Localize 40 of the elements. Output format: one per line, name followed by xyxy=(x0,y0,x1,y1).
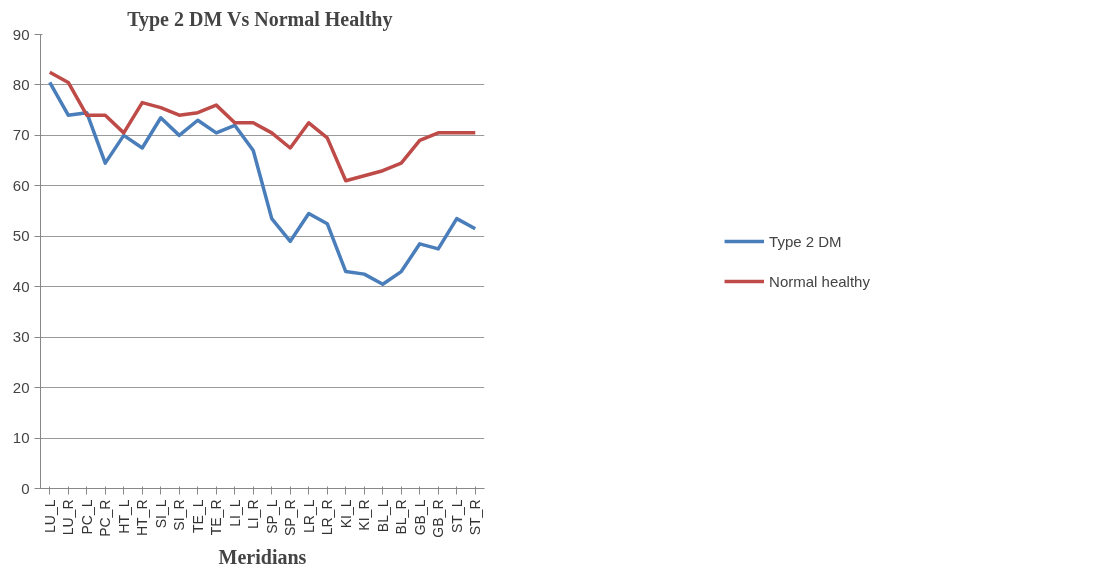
x-tick-label: ST_L xyxy=(448,499,465,533)
x-tick-label: SI_L xyxy=(152,499,169,529)
x-tick-label: SP_L xyxy=(263,499,280,534)
legend-label: Type 2 DM xyxy=(769,232,842,250)
y-tick-label: 50 xyxy=(12,227,30,245)
x-tick-label: ST_R xyxy=(467,499,484,536)
y-tick-label: 20 xyxy=(12,378,30,396)
y-tick-label: 90 xyxy=(12,25,30,43)
x-tick-label: HT_L xyxy=(115,499,132,534)
x-tick-label: SI_R xyxy=(171,499,188,531)
x-tick-label: PC_R xyxy=(97,499,114,537)
x-tick-label: TE_L xyxy=(189,499,206,533)
x-tick-label: BL_R xyxy=(393,499,410,535)
legend-label: Normal healthy xyxy=(769,272,870,290)
x-tick-label: SP_R xyxy=(282,499,299,537)
x-tick-label: GB_R xyxy=(430,499,447,538)
x-tick-label: HT_R xyxy=(134,499,151,537)
x-tick-label: LU_L xyxy=(41,499,58,533)
y-tick-label: 70 xyxy=(12,126,30,144)
x-tick-label: PC_L xyxy=(78,499,95,535)
x-axis-title: Meridians xyxy=(218,545,307,568)
line-series xyxy=(48,70,477,183)
x-tick-label: GB_L xyxy=(411,499,428,536)
y-tick-label: 40 xyxy=(12,277,30,295)
y-tick-label: 80 xyxy=(12,75,30,93)
chart-title: Type 2 DM Vs Normal Healthy xyxy=(127,7,393,31)
y-tick-label: 30 xyxy=(12,328,30,346)
x-tick-label: LU_R xyxy=(60,499,77,536)
x-tick-label: KI_L xyxy=(337,499,354,529)
x-tick-label: BL_L xyxy=(374,499,391,533)
y-tick-label: 10 xyxy=(12,429,30,447)
x-tick-label: LR_R xyxy=(319,499,336,536)
x-tick-label: TE_R xyxy=(208,499,225,536)
x-tick-label: LI_L xyxy=(226,499,243,527)
x-tick-label: LI_R xyxy=(245,499,262,530)
line-series xyxy=(48,80,477,286)
y-tick-label: 0 xyxy=(21,479,30,497)
x-tick-label: LR_L xyxy=(300,499,317,533)
y-tick-label: 60 xyxy=(12,176,30,194)
x-tick-label: KI_R xyxy=(356,499,373,531)
